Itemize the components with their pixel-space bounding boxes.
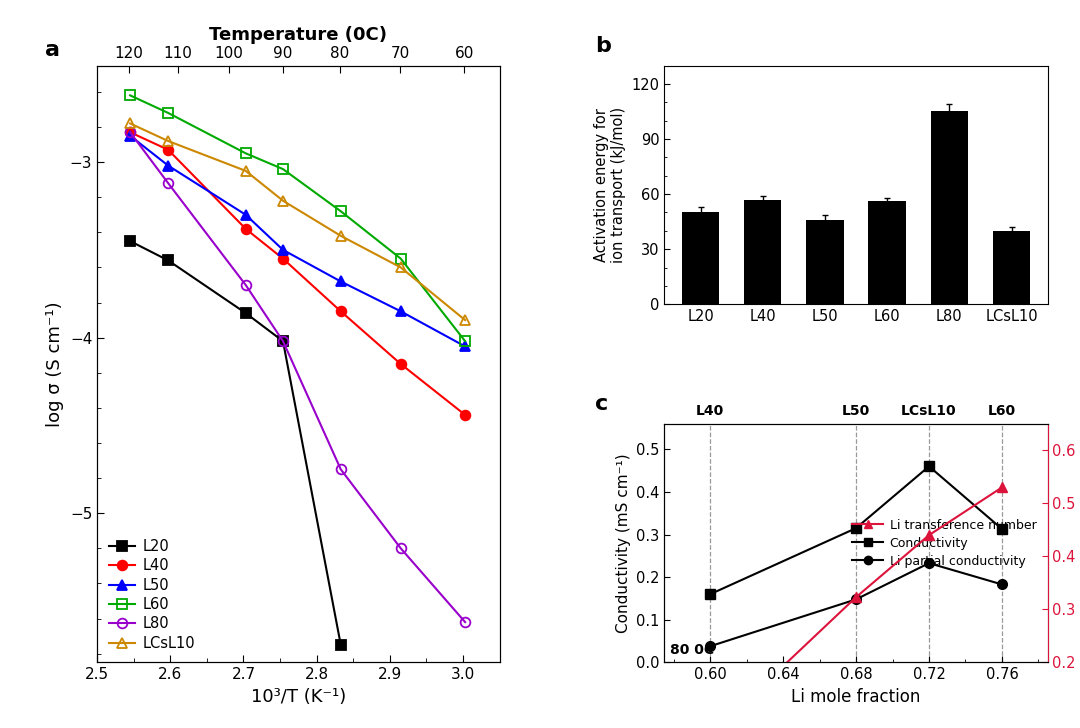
Bar	[868, 202, 906, 304]
Text: LCsL10: LCsL10	[901, 404, 957, 418]
Conductivity	[996, 525, 1009, 534]
L60	[335, 207, 348, 215]
Legend: L20, L40, L50, L60, L80, LCsL10: L20, L40, L50, L60, L80, LCsL10	[105, 534, 200, 655]
Line: LCsL10: LCsL10	[125, 119, 470, 325]
L40	[123, 128, 136, 137]
L60	[123, 91, 136, 100]
Li partial conductivity	[703, 642, 716, 651]
X-axis label: Li mole fraction: Li mole fraction	[792, 688, 921, 706]
Line: L50: L50	[125, 131, 470, 352]
Text: L50: L50	[842, 404, 870, 418]
L80	[162, 179, 175, 188]
Text: L40: L40	[696, 404, 725, 418]
L40	[335, 307, 348, 316]
Bar	[681, 213, 719, 304]
Line: L80: L80	[125, 127, 470, 627]
L50	[335, 277, 348, 286]
LCsL10	[335, 232, 348, 240]
Y-axis label: Conductivity (mS cm⁻¹): Conductivity (mS cm⁻¹)	[616, 454, 631, 633]
L60	[459, 337, 472, 346]
LCsL10	[459, 316, 472, 325]
LCsL10	[276, 197, 289, 205]
L50	[394, 307, 407, 316]
Li partial conductivity	[922, 559, 935, 568]
L20	[162, 256, 175, 265]
L40	[162, 146, 175, 154]
Li partial conductivity	[996, 580, 1009, 589]
L20	[335, 641, 348, 649]
L50	[276, 245, 289, 254]
Line: L40: L40	[125, 127, 470, 420]
L80	[276, 337, 289, 346]
L40	[276, 254, 289, 263]
L20	[123, 237, 136, 245]
LCsL10	[123, 119, 136, 128]
Y-axis label: Activation energy for
ion transport (kJ/mol): Activation energy for ion transport (kJ/…	[594, 107, 626, 263]
Li transference number	[996, 483, 1009, 491]
L40	[459, 411, 472, 419]
Li transference number	[850, 593, 863, 601]
L80	[459, 618, 472, 627]
Conductivity	[703, 590, 716, 598]
L60	[276, 165, 289, 173]
LCsL10	[162, 137, 175, 146]
Line: Li transference number: Li transference number	[705, 483, 1007, 728]
Legend: Li transference number, Conductivity, Li partial conductivity: Li transference number, Conductivity, Li…	[847, 513, 1041, 573]
Bar	[931, 111, 968, 304]
Y-axis label: log σ (S cm⁻¹): log σ (S cm⁻¹)	[46, 301, 65, 427]
Conductivity	[850, 524, 863, 533]
L80	[335, 465, 348, 474]
L60	[394, 254, 407, 263]
Line: L20: L20	[125, 236, 346, 650]
Bar	[993, 231, 1030, 304]
L50	[162, 161, 175, 170]
Bar	[744, 199, 782, 304]
Line: L60: L60	[125, 90, 470, 346]
L60	[239, 149, 252, 158]
L40	[239, 224, 252, 233]
Text: a: a	[45, 39, 59, 60]
X-axis label: 10³/T (K⁻¹): 10³/T (K⁻¹)	[251, 688, 346, 706]
LCsL10	[394, 263, 407, 272]
L50	[123, 131, 136, 140]
L80	[239, 280, 252, 289]
Li transference number	[922, 531, 935, 539]
L80	[123, 128, 136, 137]
Bar	[807, 220, 843, 304]
Text: b: b	[595, 36, 611, 56]
X-axis label: Temperature (0C): Temperature (0C)	[210, 26, 388, 44]
Text: c: c	[595, 394, 609, 414]
L80	[394, 544, 407, 553]
L20	[276, 337, 289, 346]
L20	[239, 309, 252, 317]
L40	[394, 360, 407, 368]
LCsL10	[239, 167, 252, 175]
Line: Li partial conductivity: Li partial conductivity	[705, 558, 1007, 651]
L50	[239, 210, 252, 219]
L50	[459, 342, 472, 351]
Li partial conductivity	[850, 595, 863, 604]
Text: 80 0C: 80 0C	[670, 643, 714, 657]
Line: Conductivity: Conductivity	[705, 462, 1007, 599]
Text: L60: L60	[988, 404, 1016, 418]
Conductivity	[922, 462, 935, 471]
L60	[162, 108, 175, 117]
